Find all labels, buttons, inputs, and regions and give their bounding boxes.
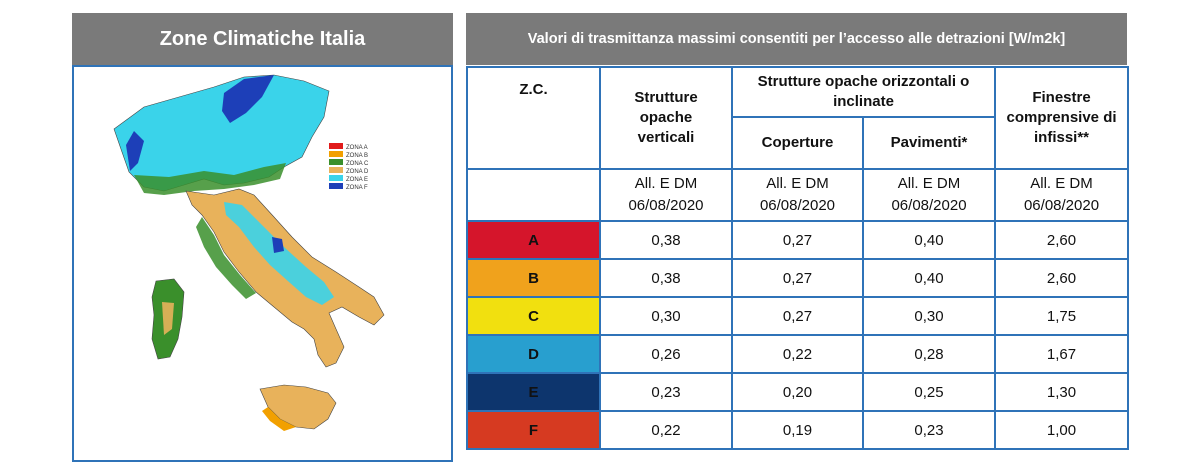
value-cell-finestre: 2,60 — [994, 258, 1130, 298]
norm-line2: 06/08/2020 — [1023, 197, 1100, 214]
value-cell-pavimenti: 0,23 — [861, 410, 997, 450]
legend-swatch-a — [329, 143, 343, 149]
legend-label-e: ZONA E — [346, 177, 368, 183]
header-coperture: Coperture — [731, 116, 864, 170]
value-cell-coperture: 0,22 — [731, 334, 864, 374]
legend-label-b: ZONA B — [346, 153, 368, 159]
value-cell-coperture: 0,27 — [731, 296, 864, 336]
legend-label-f: ZONA F — [346, 185, 368, 191]
norm-line2: 06/08/2020 — [759, 197, 836, 214]
table-row: E 0,23 0,20 0,25 1,30 — [466, 372, 1130, 412]
norm-line1: All. E DM — [1030, 175, 1093, 192]
value-cell-pavimenti: 0,40 — [861, 220, 997, 260]
value-cell-coperture: 0,27 — [731, 258, 864, 298]
legend-label-a: ZONA A — [346, 145, 368, 151]
zone-cell: A — [466, 220, 601, 260]
norm-line2: 06/08/2020 — [628, 197, 704, 214]
value-cell-verticali: 0,38 — [599, 220, 733, 260]
norm-cell-finestre: All. E DM 06/08/2020 — [994, 168, 1130, 222]
value-cell-verticali: 0,30 — [599, 296, 733, 336]
norm-line1: All. E DM — [766, 175, 829, 192]
header-row-2: Coperture Pavimenti* — [467, 116, 1128, 170]
value-cell-finestre: 2,60 — [994, 220, 1130, 260]
legend-swatch-b — [329, 151, 343, 157]
legend-label-d: ZONA D — [346, 169, 369, 175]
value-cell-pavimenti: 0,28 — [861, 334, 997, 374]
map-lake-feature — [272, 237, 284, 253]
map-region-apennines — [224, 202, 334, 305]
legend-swatch-c — [329, 159, 343, 165]
legend-label-c: ZONA C — [346, 161, 369, 167]
header-horizontal-structures: Strutture opache orizzontali o inclinate — [730, 66, 997, 118]
value-cell-finestre: 1,30 — [994, 372, 1130, 412]
value-cell-verticali: 0,26 — [599, 334, 733, 374]
table-row: F 0,22 0,19 0,23 1,00 — [466, 410, 1130, 450]
zone-cell: C — [466, 296, 601, 336]
zone-rows: A 0,38 0,27 0,40 2,60 B 0,38 0,27 0,40 2,60 C 0,30 0… — [466, 220, 1130, 450]
value-cell-coperture: 0,27 — [731, 220, 864, 260]
map-title: Zone Climatiche Italia — [72, 13, 453, 65]
map-region-alpine-f-2 — [126, 131, 144, 171]
map-region-sicily-coast — [262, 407, 296, 431]
table-row: B 0,38 0,27 0,40 2,60 — [466, 258, 1130, 298]
norm-row: All. E DM 06/08/2020 All. E DM 06/08/2020 … — [466, 168, 1130, 222]
transmittance-table-panel: Valori di trasmittanza massimi consentit… — [466, 13, 1130, 462]
header-vertical-structures: Strutture opache verticali — [599, 66, 733, 170]
header-windows-text: Finestre comprensive di infissi** — [1006, 89, 1117, 146]
map-legend: ZONA A ZONA B ZONA C ZONA D ZONA E ZONA … — [329, 143, 369, 191]
value-cell-finestre: 1,00 — [994, 410, 1130, 450]
header-row-1: Z.C. Strutture opache verticali Struttur… — [466, 66, 1130, 170]
value-cell-pavimenti: 0,30 — [861, 296, 997, 336]
value-cell-pavimenti: 0,40 — [861, 258, 997, 298]
value-cell-verticali: 0,38 — [599, 258, 733, 298]
value-cell-finestre: 1,75 — [994, 296, 1130, 336]
legend-swatch-d — [329, 167, 343, 173]
norm-cell-pavimenti: All. E DM 06/08/2020 — [861, 168, 997, 222]
value-cell-pavimenti: 0,25 — [861, 372, 997, 412]
table-row: D 0,26 0,22 0,28 1,67 — [466, 334, 1130, 374]
norm-line2: 06/08/2020 — [891, 197, 967, 214]
header-vertical-structures-text: Strutture opache verticali — [634, 89, 698, 146]
map-region-alpine-f — [222, 75, 274, 123]
value-cell-verticali: 0,22 — [599, 410, 733, 450]
header-windows: Finestre comprensive di infissi** — [994, 66, 1130, 170]
table-row: C 0,30 0,27 0,30 1,75 — [466, 296, 1130, 336]
value-cell-finestre: 1,67 — [994, 334, 1130, 374]
header-zc: Z.C. — [466, 66, 601, 170]
header-pavimenti: Pavimenti* — [861, 116, 997, 170]
zone-cell: B — [466, 258, 601, 298]
transmittance-table: Z.C. Strutture opache verticali Struttur… — [466, 66, 1130, 450]
table-row: A 0,38 0,27 0,40 2,60 — [466, 220, 1130, 260]
zone-cell: E — [466, 372, 601, 412]
legend-swatch-e — [329, 175, 343, 181]
italy-climate-map: ZONA A ZONA B ZONA C ZONA D ZONA E ZONA … — [113, 74, 385, 431]
norm-cell-coperture: All. E DM 06/08/2020 — [731, 168, 864, 222]
climate-zone-map-panel: Zone Climatiche Italia — [72, 13, 453, 462]
table-title: Valori di trasmittanza massimi consentit… — [466, 13, 1127, 65]
norm-cell-vertical: All. E DM 06/08/2020 — [599, 168, 733, 222]
legend-swatch-f — [329, 183, 343, 189]
map-frame: ZONA A ZONA B ZONA C ZONA D ZONA E ZONA … — [72, 65, 453, 462]
map-region-sardinia-inner — [162, 302, 174, 335]
norm-cell-empty — [466, 168, 601, 222]
value-cell-coperture: 0,19 — [731, 410, 864, 450]
norm-line1: All. E DM — [897, 175, 961, 192]
zone-cell: F — [466, 410, 601, 450]
map-region-sicily — [259, 384, 337, 430]
map-region-po-valley — [134, 163, 286, 195]
norm-line1: All. E DM — [634, 175, 698, 192]
zone-cell: D — [466, 334, 601, 374]
map-region-tyrrhenian-coast — [196, 217, 256, 299]
value-cell-coperture: 0,20 — [731, 372, 864, 412]
value-cell-verticali: 0,23 — [599, 372, 733, 412]
